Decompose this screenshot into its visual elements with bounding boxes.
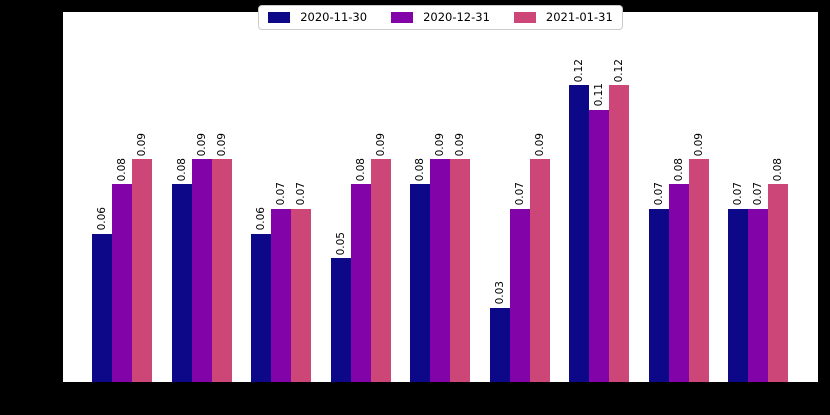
bar-value-label: 0.07	[274, 182, 287, 206]
bar: 0.09	[211, 133, 232, 382]
bar: 0.08	[112, 158, 132, 382]
bar-value-label: 0.09	[692, 132, 705, 157]
bar-value-label: 0.09	[215, 132, 228, 157]
bar-group: 0.07 0.08 0.09	[648, 12, 709, 382]
bar-group: 0.06 0.08 0.09	[92, 12, 152, 382]
bar-group: 0.06 0.07 0.07	[251, 12, 311, 382]
bar: 0.09	[688, 133, 709, 382]
bar-value-label: 0.06	[254, 207, 267, 231]
legend-swatch-icon	[513, 11, 536, 23]
bar-value-label: 0.09	[453, 132, 466, 157]
bar: 0.07	[748, 182, 768, 382]
legend-item: 2020-12-31	[391, 11, 490, 24]
bar: 0.09	[529, 133, 550, 382]
bar-group: 0.05 0.08 0.09	[330, 12, 391, 382]
legend-swatch-icon	[391, 11, 414, 23]
legend-item: 2020-11-30	[268, 11, 367, 24]
bar: 0.08	[350, 158, 371, 382]
bar-value-label: 0.08	[175, 157, 188, 182]
bar-value-label: 0.09	[195, 132, 208, 157]
bar-value-label: 0.07	[513, 182, 526, 206]
bar-value-label: 0.08	[771, 157, 784, 182]
bar: 0.07	[509, 182, 530, 382]
legend-swatch-icon	[268, 11, 291, 23]
bar: 0.08	[768, 158, 788, 382]
bar-group: 0.12 0.11 0.12	[569, 12, 629, 382]
bar-value-label: 0.12	[612, 58, 625, 83]
bar: 0.09	[370, 133, 391, 382]
bar: 0.06	[92, 207, 112, 382]
bar-value-label: 0.09	[374, 132, 387, 157]
bar-group: 0.07 0.07 0.08	[728, 12, 788, 382]
legend-container: 2020-11-30 2020-12-31 2021-01-31	[63, 5, 818, 30]
bar-value-label: 0.07	[652, 182, 665, 206]
bar-value-label: 0.03	[493, 281, 506, 305]
bar: 0.12	[609, 59, 629, 382]
bar: 0.07	[728, 182, 748, 382]
bar-group: 0.08 0.09 0.09	[171, 12, 232, 382]
bar-value-label: 0.08	[672, 157, 685, 182]
bar-value-label: 0.09	[433, 132, 446, 157]
bar-value-label: 0.08	[354, 157, 367, 182]
bar: 0.03	[489, 281, 510, 382]
bar: 0.09	[430, 133, 450, 382]
bar-group: 0.03 0.07 0.09	[489, 12, 550, 382]
bar-value-label: 0.11	[592, 83, 605, 107]
legend-label: 2020-11-30	[300, 10, 368, 24]
bars-area: 0.06 0.08 0.09 0.08 0.09 0.09 0.06 0.07 0.07 0.05…	[92, 12, 788, 382]
bar: 0.07	[271, 182, 291, 382]
bar: 0.12	[569, 59, 589, 382]
bar: 0.07	[291, 182, 311, 382]
plot-area: 0.06 0.08 0.09 0.08 0.09 0.09 0.06 0.07 0.07 0.05…	[63, 12, 818, 382]
bar-value-label: 0.12	[572, 58, 585, 83]
legend: 2020-11-30 2020-12-31 2021-01-31	[258, 5, 623, 30]
bar: 0.09	[450, 133, 470, 382]
bar: 0.07	[648, 182, 669, 382]
bar-value-label: 0.07	[731, 182, 744, 206]
bar-value-label: 0.06	[95, 207, 108, 231]
bar: 0.11	[589, 83, 609, 382]
bar-value-label: 0.07	[294, 182, 307, 206]
bar: 0.09	[132, 133, 152, 382]
bar: 0.09	[191, 133, 212, 382]
bar: 0.08	[410, 158, 430, 382]
bar-group: 0.08 0.09 0.09	[410, 12, 470, 382]
bar: 0.08	[171, 158, 192, 382]
bar-value-label: 0.07	[751, 182, 764, 206]
legend-label: 2021-01-31	[545, 10, 613, 24]
bar: 0.06	[251, 207, 271, 382]
bar-value-label: 0.05	[334, 231, 347, 256]
legend-label: 2020-12-31	[423, 10, 490, 24]
legend-item: 2021-01-31	[513, 10, 613, 24]
bar: 0.05	[330, 232, 351, 382]
bar-value-label: 0.09	[533, 132, 546, 157]
bar-value-label: 0.09	[135, 132, 148, 157]
bar-value-label: 0.08	[413, 157, 426, 182]
bar-value-label: 0.08	[115, 157, 128, 182]
bar: 0.08	[668, 158, 689, 382]
